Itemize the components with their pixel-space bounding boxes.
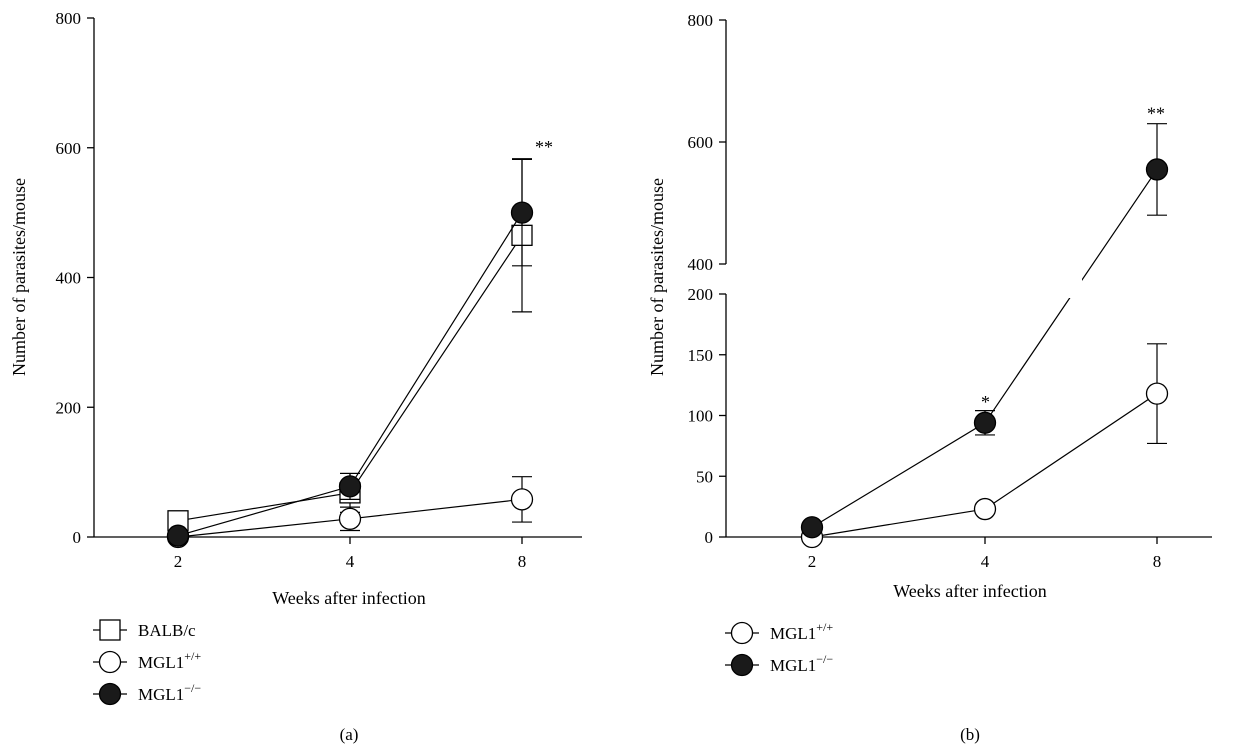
panel-a-x-axis-label: Weeks after infection bbox=[272, 588, 425, 608]
panel-b-y-tick-label-0: 0 bbox=[705, 528, 714, 547]
panel-b-legend-label-1: MGL1−/− bbox=[770, 652, 833, 675]
panel-a-y-tick-label-2: 400 bbox=[56, 269, 82, 288]
panel-a-y-tick-label-0: 0 bbox=[73, 528, 82, 547]
panel-b-y-tick-label-2: 100 bbox=[688, 407, 714, 426]
panel-b-series-line-1 bbox=[811, 169, 1158, 528]
panel-a-point-1-1 bbox=[338, 507, 362, 530]
panel-a-legend-marker-2 bbox=[98, 682, 122, 706]
panel-a-point-1-2 bbox=[510, 488, 534, 511]
panel-b-axis-break-gap bbox=[1064, 260, 1082, 298]
panel-a-legend-label-2: MGL1−/− bbox=[138, 681, 201, 704]
panel-b-point-1-1 bbox=[973, 411, 997, 434]
panel-a-legend-item-2: MGL1−/− bbox=[93, 681, 201, 706]
panel-b-point-1-2 bbox=[1145, 158, 1169, 181]
panel-a-y-tick-label-3: 600 bbox=[56, 139, 82, 158]
panel-b-y-tick-label-3: 150 bbox=[688, 346, 714, 365]
panel-b-legend-marker-0 bbox=[730, 621, 754, 645]
panel-a-point-2-1 bbox=[338, 475, 362, 498]
panel-b-y-axis-label: Number of parasites/mouse bbox=[647, 178, 667, 376]
panel-a-point-2-0 bbox=[166, 524, 190, 547]
panel-b-significance-0: * bbox=[981, 392, 990, 412]
panel-b-point-1-0 bbox=[800, 516, 824, 539]
panel-a-point-2-2 bbox=[510, 201, 534, 224]
panel-a-y-tick-label-1: 200 bbox=[56, 398, 82, 417]
panel-b-x-tick-label-0: 2 bbox=[808, 552, 817, 571]
panel-b-series-0 bbox=[800, 343, 1169, 549]
panel-b-legend-marker-1 bbox=[730, 653, 754, 677]
panel-a-legend-item-1: MGL1+/+ bbox=[93, 649, 201, 674]
panel-a-label: (a) bbox=[340, 725, 359, 744]
panel-a-x-tick-label-2: 8 bbox=[518, 552, 527, 571]
panel-b-x-tick-label-1: 4 bbox=[981, 552, 990, 571]
panel-b-point-0-1 bbox=[973, 497, 997, 521]
panel-a-legend-marker-0 bbox=[99, 619, 121, 641]
panel-a-y-tick-label-4: 800 bbox=[56, 9, 82, 28]
panel-b-legend-label-0: MGL1+/+ bbox=[770, 620, 833, 643]
panel-a: 0 200 400 600 800 2 4 8 ** BALB/c MGL1+/+ MGL1−/− bbox=[56, 9, 582, 706]
panel-b-label: (b) bbox=[960, 725, 980, 744]
panel-b-significance-1: ** bbox=[1147, 104, 1165, 124]
panel-a-y-axis-label: Number of parasites/mouse bbox=[9, 178, 29, 376]
panel-a-x-tick-label-0: 2 bbox=[174, 552, 183, 571]
panel-a-legend-item-0: BALB/c bbox=[93, 619, 196, 641]
panel-b-y-tick-label-6: 600 bbox=[688, 133, 714, 152]
panel-b-x-tick-label-2: 8 bbox=[1153, 552, 1162, 571]
panel-a-legend-label-1: MGL1+/+ bbox=[138, 649, 201, 672]
panel-b-y-tick-label-4: 200 bbox=[688, 285, 714, 304]
panel-a-x-tick-label-1: 4 bbox=[346, 552, 355, 571]
panel-b-y-tick-label-7: 800 bbox=[688, 11, 714, 30]
panel-a-legend-label-0: BALB/c bbox=[138, 621, 196, 640]
panel-b-y-tick-label-1: 50 bbox=[696, 467, 713, 486]
panel-b-legend-item-1: MGL1−/− bbox=[725, 652, 833, 677]
panel-a-legend-marker-1 bbox=[98, 650, 122, 674]
panel-b-x-axis-label: Weeks after infection bbox=[893, 581, 1046, 601]
panel-b-point-0-2 bbox=[1145, 382, 1169, 405]
panel-a-series-2 bbox=[166, 158, 534, 547]
panel-b-legend-item-0: MGL1+/+ bbox=[725, 620, 833, 645]
panel-b-series-1 bbox=[800, 123, 1169, 539]
panel-b-y-tick-label-5: 400 bbox=[688, 255, 714, 274]
panel-a-significance-0: ** bbox=[535, 137, 553, 157]
